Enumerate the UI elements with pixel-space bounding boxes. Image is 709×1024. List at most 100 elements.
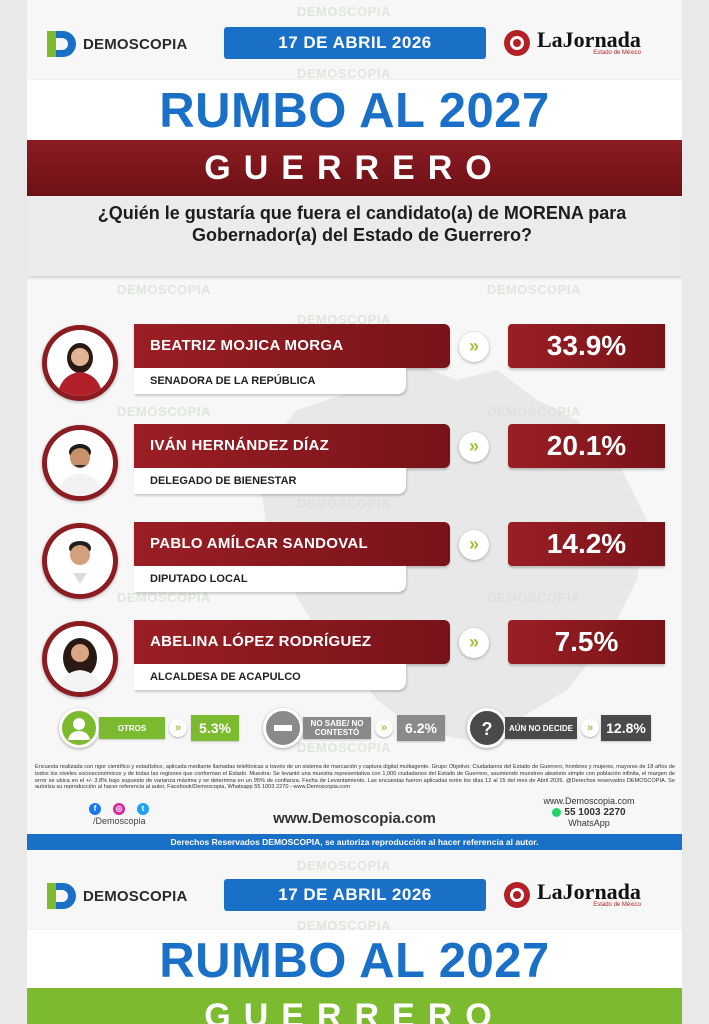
watermark: DEMOSCOPIA bbox=[297, 858, 391, 873]
contact-block: www.Demoscopia.com 55 1003 2270 WhatsApp bbox=[529, 796, 649, 829]
twitter-icon[interactable]: t bbox=[137, 803, 149, 815]
aun-no-decide-label: AÚN NO DECIDE bbox=[505, 717, 577, 739]
whatsapp-icon bbox=[552, 807, 562, 817]
la-jornada-sun-icon bbox=[504, 882, 530, 908]
candidate-row: IVÁN HERNÁNDEZ DÍAZ DELEGADO DE BIENESTA… bbox=[27, 424, 682, 512]
demoscopia-logo-text: DEMOSCOPIA bbox=[83, 887, 188, 905]
question-text: ¿Quién le gustaría que fuera el candidat… bbox=[97, 203, 627, 245]
title-box-repeat: RUMBO AL 2027 bbox=[27, 930, 682, 992]
other-responses: OTROS » 5.3% NO SABE/ NO CONTESTÓ » 6.2%… bbox=[27, 706, 682, 748]
candidate-percentage-box: 7.5% bbox=[508, 620, 665, 664]
candidate-row: PABLO AMÍLCAR SANDOVAL DIPUTADO LOCAL » … bbox=[27, 522, 682, 610]
question-box: ¿Quién le gustaría que fuera el candidat… bbox=[27, 196, 682, 276]
candidate-row: BEATRIZ MOJICA MORGA SENADORA DE LA REPÚ… bbox=[27, 324, 682, 412]
candidate-percentage-box: 33.9% bbox=[508, 324, 665, 368]
page-title-repeat: RUMBO AL 2027 bbox=[159, 934, 550, 988]
whatsapp-label: WhatsApp bbox=[568, 818, 610, 828]
candidate-role-bar: ALCALDESA DE ACAPULCO bbox=[134, 664, 406, 690]
candidate-photo bbox=[42, 325, 118, 401]
website-link[interactable]: www.Demoscopia.com bbox=[273, 810, 436, 827]
title-box: RUMBO AL 2027 bbox=[27, 80, 682, 142]
double-chevron-right-icon: » bbox=[459, 432, 489, 462]
candidate-percentage: 20.1% bbox=[546, 430, 627, 461]
double-chevron-right-icon: » bbox=[375, 719, 393, 737]
candidate-photo bbox=[42, 621, 118, 697]
candidate-name: PABLO AMÍLCAR SANDOVAL bbox=[150, 535, 368, 552]
state-bar: GUERRERO bbox=[27, 140, 682, 196]
demoscopia-logo-text: DEMOSCOPIA bbox=[83, 35, 188, 53]
demoscopia-logo-icon bbox=[45, 880, 79, 912]
candidate-name: BEATRIZ MOJICA MORGA bbox=[150, 337, 344, 354]
candidate-role: DELEGADO DE BIENESTAR bbox=[150, 475, 297, 487]
double-chevron-right-icon: » bbox=[169, 719, 187, 737]
candidate-percentage-box: 14.2% bbox=[508, 522, 665, 566]
watermark: DEMOSCOPIA bbox=[297, 312, 391, 327]
candidate-role-bar: DELEGADO DE BIENESTAR bbox=[134, 468, 406, 494]
state-name-repeat: GUERRERO bbox=[204, 997, 505, 1024]
demoscopia-logo: DEMOSCOPIA bbox=[45, 880, 188, 912]
candidate-role-bar: DIPUTADO LOCAL bbox=[134, 566, 406, 592]
la-jornada-sun-icon bbox=[504, 30, 530, 56]
instagram-icon[interactable]: ◎ bbox=[113, 803, 125, 815]
candidate-percentage: 14.2% bbox=[546, 528, 627, 559]
watermark: DEMOSCOPIA bbox=[117, 590, 211, 605]
social-icons: f ◎ t bbox=[89, 798, 161, 816]
date-badge: 17 DE ABRIL 2026 bbox=[224, 27, 486, 59]
candidate-name: IVÁN HERNÁNDEZ DÍAZ bbox=[150, 437, 330, 454]
candidate-role: SENADORA DE LA REPÚBLICA bbox=[150, 375, 316, 387]
watermark: DEMOSCOPIA bbox=[297, 66, 391, 81]
candidate-name-bar: PABLO AMÍLCAR SANDOVAL bbox=[134, 522, 450, 566]
candidate-photo bbox=[42, 523, 118, 599]
rights-bar: Derechos Reservados DEMOSCOPIA, se autor… bbox=[27, 834, 682, 850]
others-percentage: 5.3% bbox=[191, 715, 239, 741]
candidate-name-bar: IVÁN HERNÁNDEZ DÍAZ bbox=[134, 424, 450, 468]
watermark: DEMOSCOPIA bbox=[487, 282, 581, 297]
double-chevron-right-icon: » bbox=[459, 530, 489, 560]
candidate-photo bbox=[42, 425, 118, 501]
demoscopia-logo: DEMOSCOPIA bbox=[45, 28, 188, 60]
double-chevron-right-icon: » bbox=[459, 628, 489, 658]
page-title: RUMBO AL 2027 bbox=[159, 84, 550, 138]
watermark: DEMOSCOPIA bbox=[297, 918, 391, 933]
la-jornada-name: LaJornada bbox=[537, 879, 641, 904]
facebook-icon[interactable]: f bbox=[89, 803, 101, 815]
candidate-role: DIPUTADO LOCAL bbox=[150, 573, 248, 585]
candidate-role-bar: SENADORA DE LA REPÚBLICA bbox=[134, 368, 406, 394]
la-jornada-logo: LaJornada Estado de México bbox=[502, 28, 641, 58]
candidate-percentage-box: 20.1% bbox=[508, 424, 665, 468]
candidate-row: ABELINA LÓPEZ RODRÍGUEZ ALCALDESA DE ACA… bbox=[27, 620, 682, 708]
svg-text:?: ? bbox=[482, 719, 493, 739]
infographic-page: DEMOSCOPIA DEMOSCOPIA DEMOSCOPIA DEMOSCO… bbox=[27, 0, 682, 1024]
social-handle: /Demoscopia bbox=[93, 816, 146, 826]
double-chevron-right-icon: » bbox=[581, 719, 599, 737]
no-sabe-label: NO SABE/ NO CONTESTÓ bbox=[303, 717, 371, 739]
minus-icon bbox=[263, 708, 303, 748]
candidate-name-bar: BEATRIZ MOJICA MORGA bbox=[134, 324, 450, 368]
candidate-role: ALCALDESA DE ACAPULCO bbox=[150, 671, 301, 683]
demoscopia-logo-icon bbox=[45, 28, 79, 60]
candidate-name: ABELINA LÓPEZ RODRÍGUEZ bbox=[150, 633, 372, 650]
methodology-text: Encuesta realizada con rigor científico … bbox=[35, 764, 675, 791]
user-icon bbox=[59, 708, 99, 748]
watermark: DEMOSCOPIA bbox=[117, 404, 211, 419]
double-chevron-right-icon: » bbox=[459, 332, 489, 362]
contact-website[interactable]: www.Demoscopia.com bbox=[543, 796, 635, 806]
contact-phone: 55 1003 2270 bbox=[564, 807, 626, 818]
question-icon: ? bbox=[467, 708, 507, 748]
la-jornada-subtitle: Estado de México bbox=[593, 902, 641, 908]
others-label: OTROS bbox=[99, 717, 165, 739]
watermark: DEMOSCOPIA bbox=[117, 282, 211, 297]
watermark: DEMOSCOPIA bbox=[297, 740, 391, 755]
watermark: DEMOSCOPIA bbox=[297, 4, 391, 19]
la-jornada-subtitle: Estado de México bbox=[593, 50, 641, 56]
la-jornada-name: LaJornada bbox=[537, 27, 641, 52]
header-repeat: DEMOSCOPIA 17 DE ABRIL 2026 LaJornada Es… bbox=[27, 874, 682, 918]
candidate-percentage: 33.9% bbox=[546, 330, 627, 361]
la-jornada-logo: LaJornada Estado de México bbox=[502, 880, 641, 910]
header: DEMOSCOPIA 17 DE ABRIL 2026 LaJornada Es… bbox=[27, 22, 682, 66]
state-name: GUERRERO bbox=[204, 149, 505, 187]
state-bar-repeat: GUERRERO bbox=[27, 988, 682, 1024]
no-sabe-percentage: 6.2% bbox=[397, 715, 445, 741]
aun-no-decide-percentage: 12.8% bbox=[601, 715, 651, 741]
candidate-name-bar: ABELINA LÓPEZ RODRÍGUEZ bbox=[134, 620, 450, 664]
